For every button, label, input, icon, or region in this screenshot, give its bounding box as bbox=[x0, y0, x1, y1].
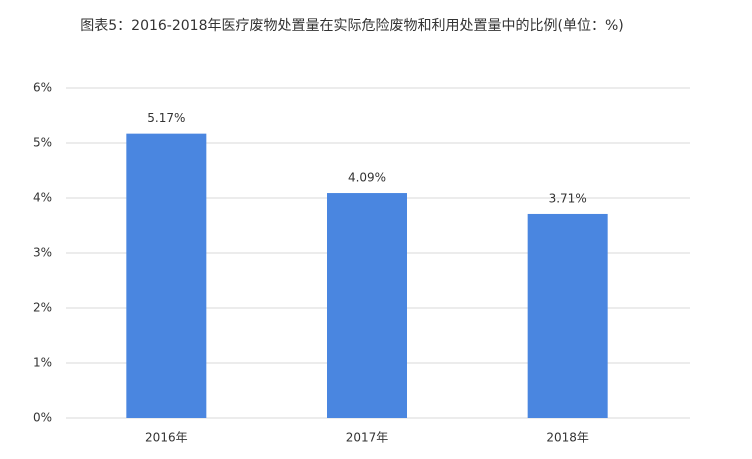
chart-title: 图表5：2016-2018年医疗废物处置量在实际危险废物和利用处置量中的比例(单… bbox=[80, 18, 624, 34]
y-tick-label: 0% bbox=[33, 411, 52, 425]
bar bbox=[527, 213, 608, 418]
data-label: 3.71% bbox=[549, 191, 587, 205]
x-tick-label: 2016年 bbox=[145, 431, 188, 445]
x-tick-label: 2018年 bbox=[546, 431, 589, 445]
y-tick-label: 2% bbox=[33, 301, 52, 315]
y-tick-label: 4% bbox=[33, 191, 52, 205]
x-tick-label: 2017年 bbox=[346, 431, 389, 445]
bar bbox=[126, 133, 207, 418]
y-tick-label: 6% bbox=[33, 81, 52, 95]
y-tick-label: 1% bbox=[33, 356, 52, 370]
y-tick-label: 5% bbox=[33, 136, 52, 150]
data-label: 4.09% bbox=[348, 171, 386, 185]
y-tick-label: 3% bbox=[33, 246, 52, 260]
data-label: 5.17% bbox=[147, 111, 185, 125]
bar bbox=[327, 193, 407, 418]
